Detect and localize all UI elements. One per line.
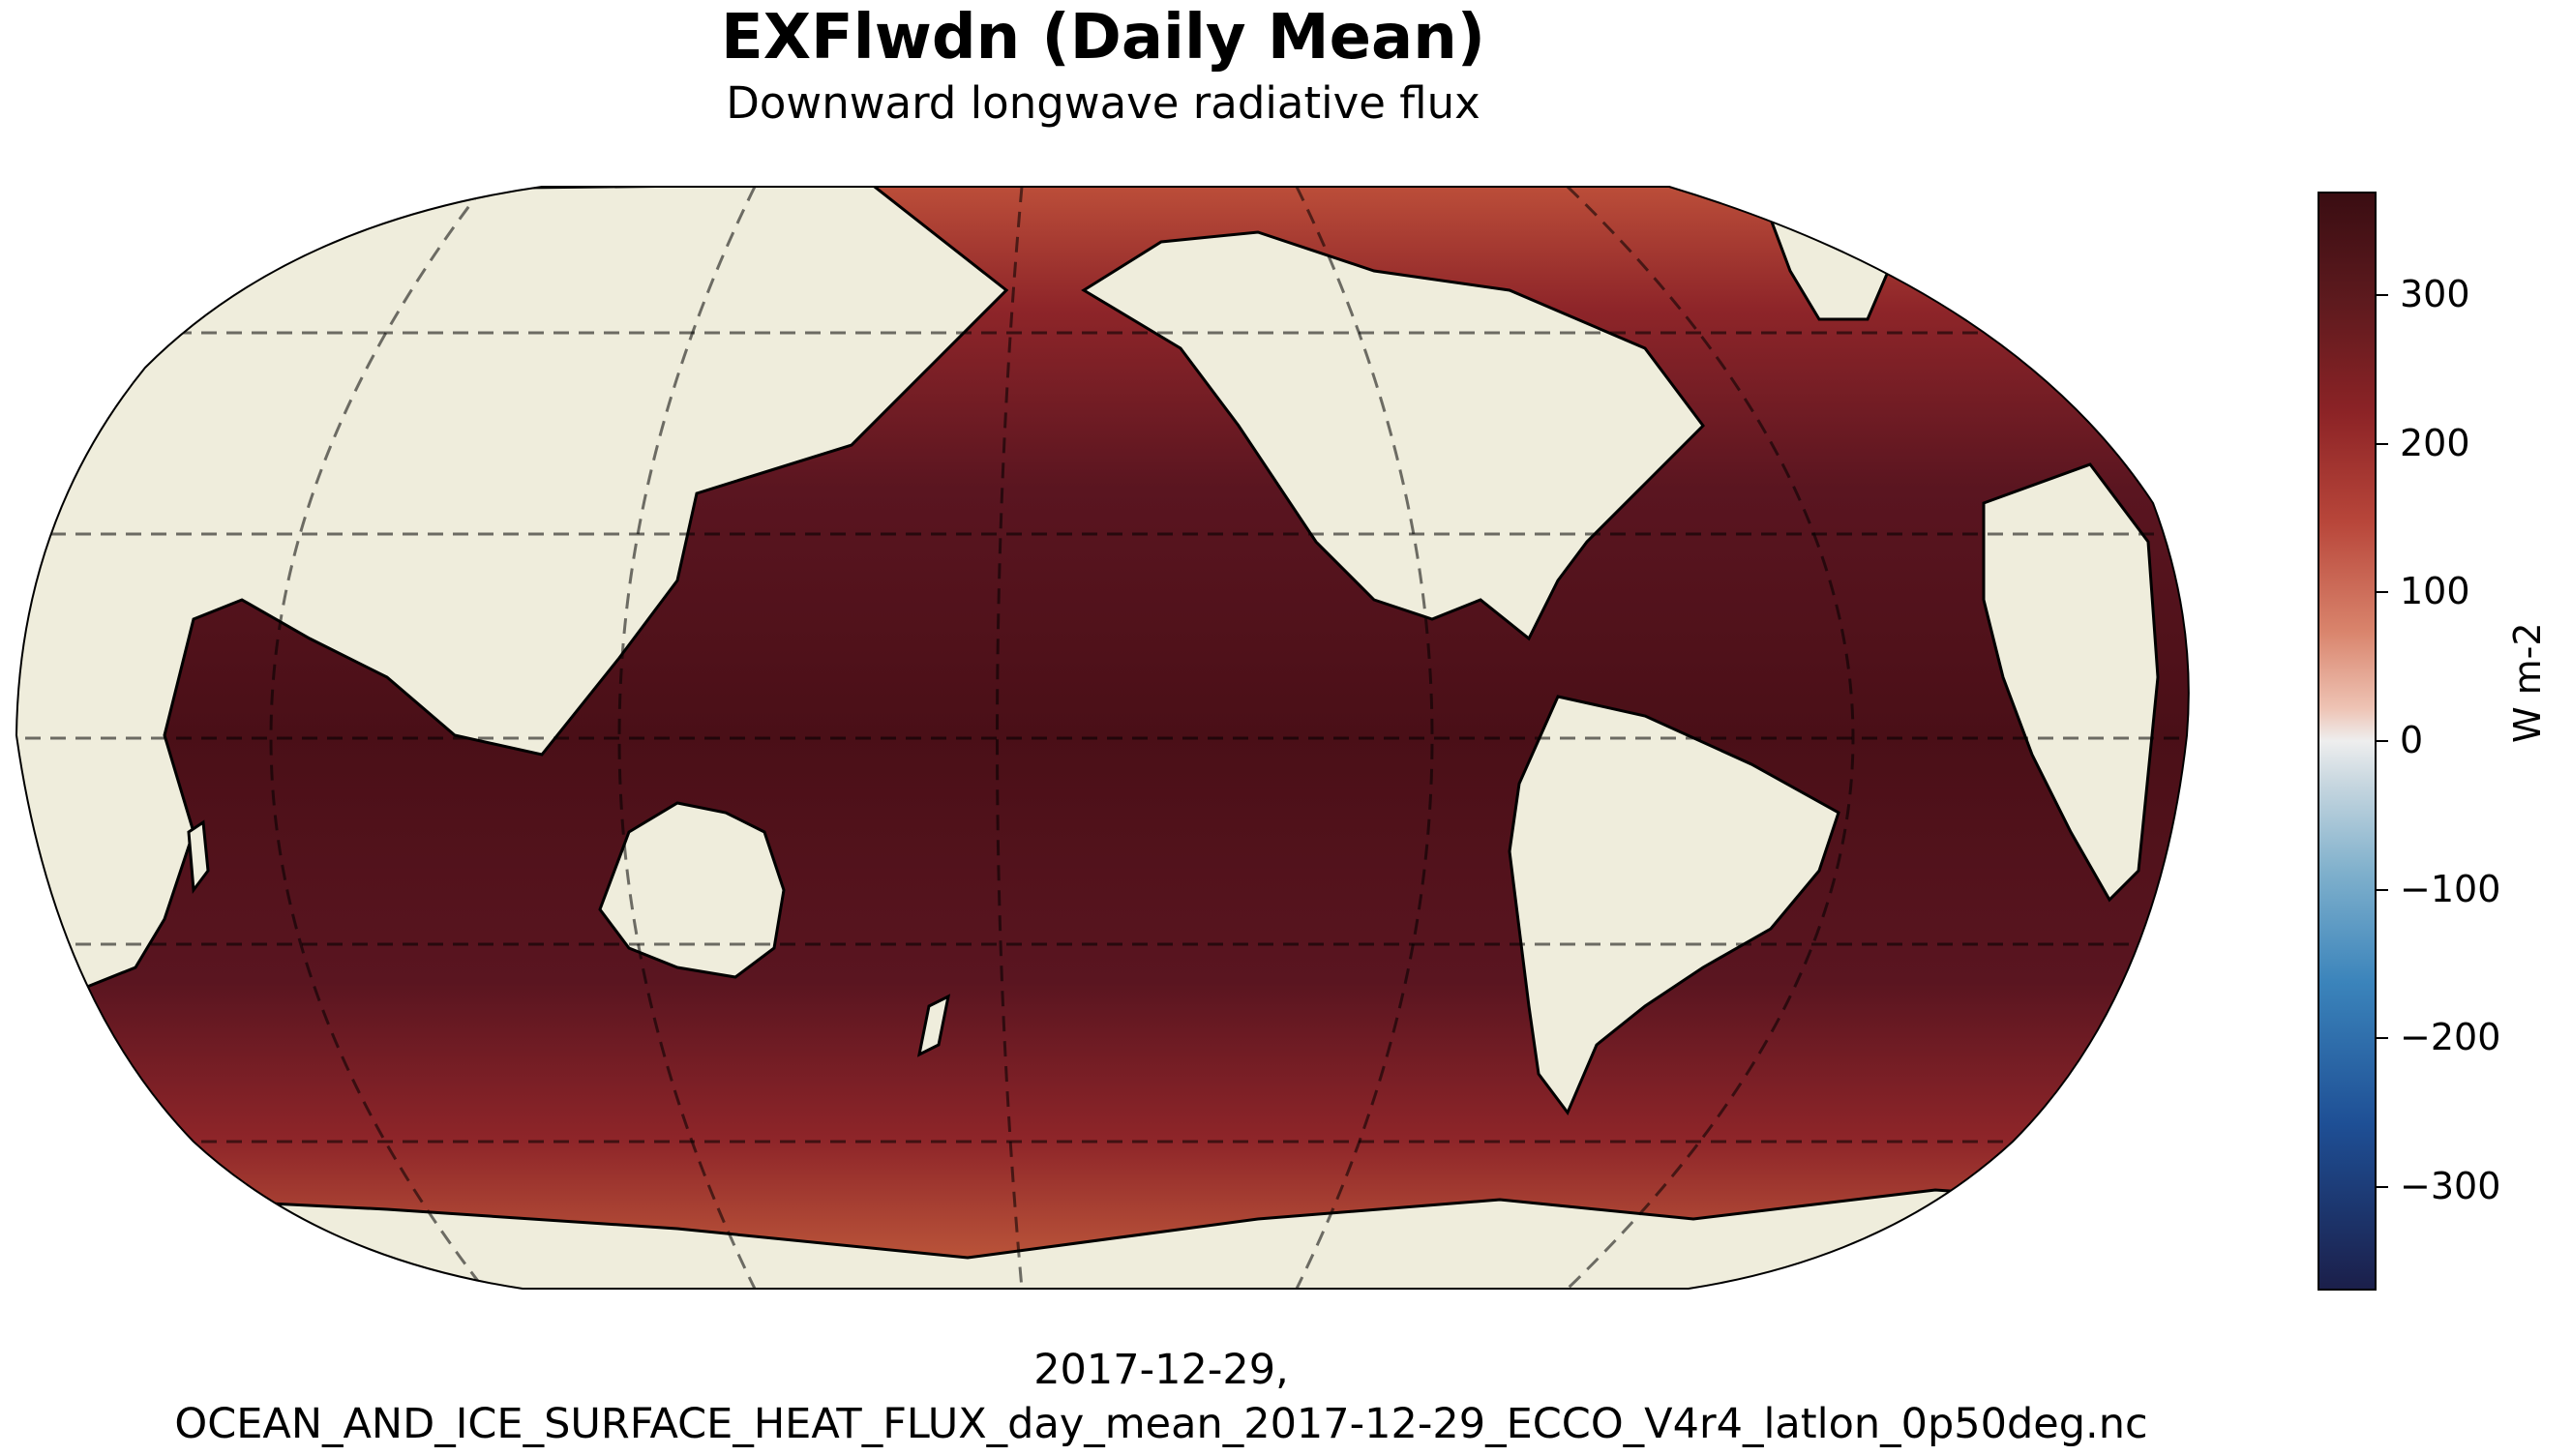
map-subtitle: Downward longwave radiative flux xyxy=(726,77,1480,129)
colorbar-tick xyxy=(2377,888,2388,891)
colorbar-tick-label: −200 xyxy=(2400,1016,2501,1059)
land-south-america xyxy=(1508,695,1840,1115)
colorbar-tick-label: 100 xyxy=(2400,570,2470,613)
globe-outline xyxy=(15,186,2190,1290)
gridline-lon-180 xyxy=(996,187,1024,1289)
land-new-zealand xyxy=(916,994,951,1057)
colorbar-tick-label: 200 xyxy=(2400,421,2470,464)
gridline-lon-120w xyxy=(1295,187,1434,1289)
footer-filename: OCEAN_AND_ICE_SURFACE_HEAT_FLUX_day_mean… xyxy=(174,1400,2148,1448)
colorbar-tick xyxy=(2377,1037,2388,1040)
land-madagascar xyxy=(187,819,210,895)
colorbar-tick xyxy=(2377,740,2388,742)
map-title: EXFlwdn (Daily Mean) xyxy=(720,2,1486,74)
gridline-lon-120e xyxy=(617,187,757,1289)
footer-date: 2017-12-29, xyxy=(1033,1346,1289,1394)
gridline-lon-60e xyxy=(269,187,486,1289)
colorbar-tick-label: 0 xyxy=(2400,719,2424,761)
colorbar xyxy=(2318,192,2377,1291)
land-africa xyxy=(1982,462,2160,903)
land-antarctica xyxy=(16,1188,2189,1289)
map-footer: 2017-12-29, OCEAN_AND_ICE_SURFACE_HEAT_F… xyxy=(0,1343,2322,1451)
colorbar-tick xyxy=(2377,294,2388,297)
colorbar-unit-label: W m-2 xyxy=(2506,622,2549,743)
colorbar-tick xyxy=(2377,1185,2388,1188)
colorbar-tick-label: −100 xyxy=(2400,867,2501,910)
gridline-lon-60w xyxy=(1566,187,1855,1289)
colorbar-tick-label: 300 xyxy=(2400,273,2470,316)
land-australia xyxy=(598,801,786,979)
graticule xyxy=(16,187,2189,1289)
colorbar-tick xyxy=(2377,591,2388,594)
colorbar-tick-label: −300 xyxy=(2400,1164,2501,1207)
colorbar-tick xyxy=(2377,442,2388,445)
land-masses xyxy=(16,187,2189,1289)
